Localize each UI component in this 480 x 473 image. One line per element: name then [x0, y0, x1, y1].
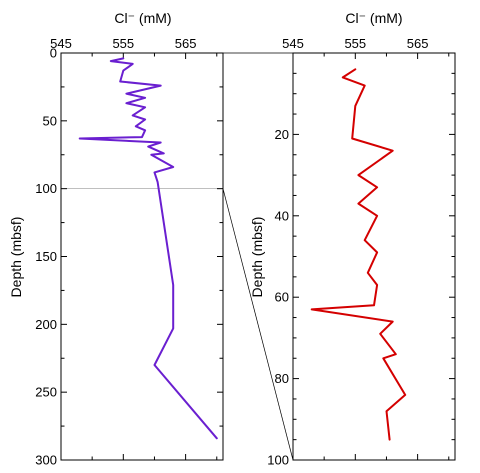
right-y-tick-label: 80	[275, 371, 289, 386]
zoom-connector-lines	[222, 52, 294, 461]
right-axis-tick-labels: 545 555 565 20 40 60 80 100	[267, 36, 428, 468]
left-y-tick-label: 100	[35, 181, 57, 196]
full-depth-panel: Cl⁻ (mM) Depth (mbsf) 545 555 565 0 50 100 150…	[8, 10, 224, 468]
left-series-group	[78, 57, 218, 440]
right-y-tick-label: 100	[267, 453, 289, 468]
left-x-tick-label: 555	[112, 36, 134, 51]
right-chloride-profile-line	[310, 68, 407, 441]
right-x-axis-title: Cl⁻ (mM)	[345, 10, 402, 26]
right-series-group	[310, 68, 407, 441]
left-y-tick-label: 250	[35, 385, 57, 400]
left-x-axis-title: Cl⁻ (mM)	[114, 10, 171, 26]
left-chloride-profile-line	[78, 57, 218, 440]
left-x-tick-label: 565	[175, 36, 197, 51]
right-plot-frame	[292, 52, 456, 461]
left-y-tick-label: 300	[35, 453, 57, 468]
right-y-axis-title: Depth (mbsf)	[249, 217, 265, 298]
right-x-tick-label: 555	[344, 36, 366, 51]
right-x-tick-label: 545	[282, 36, 304, 51]
left-y-tick-label: 200	[35, 317, 57, 332]
left-y-axis-title: Depth (mbsf)	[8, 217, 24, 298]
left-y-tick-label: 50	[43, 113, 57, 128]
left-y-tick-label: 150	[35, 249, 57, 264]
left-y-tick-label: 0	[50, 46, 57, 61]
right-x-tick-label: 565	[407, 36, 429, 51]
right-y-tick-label: 60	[275, 290, 289, 305]
upper-100m-panel: Cl⁻ (mM) Depth (mbsf) 545 555 565 20 40 60 80 1…	[249, 10, 456, 468]
right-axis-ticks	[292, 52, 455, 461]
left-axis-ticks	[60, 52, 223, 461]
right-y-tick-label: 20	[275, 127, 289, 142]
left-axis-tick-labels: 545 555 565 0 50 100 150 200 250 300	[35, 36, 196, 468]
left-x-tick-label: 545	[50, 36, 72, 51]
left-plot-frame	[60, 52, 224, 461]
connector-bottom	[222, 188, 294, 461]
right-y-tick-label: 40	[275, 208, 289, 223]
